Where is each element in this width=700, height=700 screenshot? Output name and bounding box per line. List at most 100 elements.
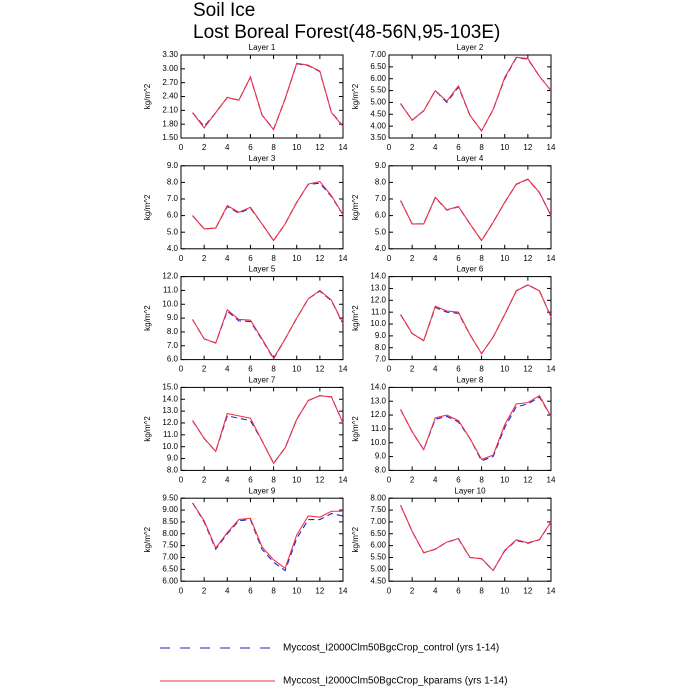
y-tick-label: 9.0 <box>167 454 179 463</box>
x-tick-label: 8 <box>479 365 484 374</box>
series-line <box>400 394 552 461</box>
y-tick-label: 8.0 <box>375 466 387 475</box>
x-tick-label: 14 <box>339 143 348 152</box>
x-tick-label: 12 <box>315 586 324 595</box>
series-line <box>192 289 344 360</box>
y-axis-label: kg/m^2 <box>351 526 360 552</box>
x-tick-label: 12 <box>523 365 532 374</box>
x-tick-label: 8 <box>271 476 276 485</box>
y-tick-label: 5.00 <box>370 98 386 107</box>
panel-title: Layer 7 <box>249 376 276 385</box>
x-tick-label: 12 <box>523 586 532 595</box>
x-tick-label: 6 <box>456 254 461 263</box>
y-tick-label: 15.0 <box>162 383 178 392</box>
y-tick-label: 6.50 <box>162 564 178 573</box>
y-tick-label: 6.0 <box>167 211 179 220</box>
x-tick-label: 0 <box>179 476 184 485</box>
x-tick-label: 8 <box>479 254 484 263</box>
legend-label: Myccost_I2000Clm50BgcCrop_control (yrs 1… <box>283 643 499 654</box>
y-tick-label: 1.80 <box>162 119 178 128</box>
x-tick-label: 12 <box>315 476 324 485</box>
y-tick-label: 2.10 <box>162 105 178 114</box>
y-tick-label: 10.0 <box>162 442 178 451</box>
series-line <box>192 62 344 131</box>
y-tick-label: 12.0 <box>370 410 386 419</box>
y-tick-label: 8.0 <box>167 327 179 336</box>
x-tick-label: 6 <box>248 365 253 374</box>
panel-title: Layer 6 <box>457 265 484 274</box>
y-tick-label: 11.0 <box>163 286 179 295</box>
y-tick-label: 9.0 <box>167 161 179 170</box>
series-line <box>192 395 344 465</box>
x-tick-label: 4 <box>433 365 438 374</box>
x-tick-label: 8 <box>271 254 276 263</box>
y-tick-label: 13.0 <box>370 284 386 293</box>
series-line <box>192 180 344 242</box>
y-tick-label: 4.50 <box>370 109 386 118</box>
plot-frame <box>180 276 344 361</box>
x-tick-label: 8 <box>479 586 484 595</box>
y-tick-label: 7.50 <box>370 505 386 514</box>
y-tick-label: 14.0 <box>162 394 178 403</box>
y-tick-label: 11.0 <box>163 430 179 439</box>
series-line <box>400 396 552 462</box>
panel-title: Layer 8 <box>457 376 484 385</box>
y-tick-label: 4.00 <box>370 121 386 130</box>
x-tick-label: 8 <box>479 476 484 485</box>
x-tick-label: 2 <box>410 254 415 263</box>
x-tick-label: 4 <box>225 365 230 374</box>
x-tick-label: 6 <box>248 143 253 152</box>
y-tick-label: 4.50 <box>370 576 386 585</box>
x-tick-label: 14 <box>339 365 348 374</box>
y-tick-label: 6.0 <box>167 355 179 364</box>
plot-frame <box>388 497 552 582</box>
panel-title: Layer 1 <box>249 43 276 52</box>
chart-title: Soil Ice <box>193 0 255 21</box>
plot-frame <box>180 386 344 471</box>
y-tick-label: 14.0 <box>370 272 386 281</box>
panel-title: Layer 9 <box>249 486 276 495</box>
plot-frame <box>180 165 344 250</box>
x-tick-label: 14 <box>547 143 556 152</box>
y-tick-label: 7.00 <box>370 517 386 526</box>
x-tick-label: 10 <box>500 586 509 595</box>
x-tick-label: 2 <box>410 143 415 152</box>
y-tick-label: 11.0 <box>371 424 387 433</box>
x-tick-label: 6 <box>456 143 461 152</box>
x-tick-label: 4 <box>225 254 230 263</box>
legend-label: Myccost_I2000Clm50BgcCrop_kparams (yrs 1… <box>283 676 508 687</box>
x-tick-label: 6 <box>248 586 253 595</box>
y-tick-label: 5.50 <box>370 553 386 562</box>
x-tick-label: 14 <box>339 254 348 263</box>
x-tick-label: 10 <box>292 476 301 485</box>
series-line <box>400 178 552 242</box>
y-tick-label: 12.0 <box>162 418 178 427</box>
y-axis-label: kg/m^2 <box>351 416 360 442</box>
y-axis-label: kg/m^2 <box>143 305 152 331</box>
x-tick-label: 2 <box>202 365 207 374</box>
x-tick-label: 8 <box>271 586 276 595</box>
y-tick-label: 7.50 <box>162 541 178 550</box>
y-tick-label: 9.0 <box>167 313 179 322</box>
x-tick-label: 0 <box>179 586 184 595</box>
x-tick-label: 8 <box>479 143 484 152</box>
y-tick-label: 13.0 <box>370 396 386 405</box>
y-tick-label: 4.0 <box>167 244 179 253</box>
x-tick-label: 4 <box>433 143 438 152</box>
y-tick-label: 5.0 <box>167 227 179 236</box>
x-tick-label: 2 <box>410 476 415 485</box>
panel-title: Layer 5 <box>249 265 276 274</box>
y-tick-label: 7.0 <box>167 194 179 203</box>
y-tick-label: 3.00 <box>162 64 178 73</box>
plot-frame <box>388 165 552 250</box>
y-tick-label: 8.0 <box>167 178 179 187</box>
x-tick-label: 6 <box>456 586 461 595</box>
x-tick-label: 12 <box>315 365 324 374</box>
x-tick-label: 4 <box>433 476 438 485</box>
x-tick-label: 10 <box>292 254 301 263</box>
series-line <box>192 502 344 572</box>
x-tick-label: 14 <box>339 476 348 485</box>
x-tick-label: 6 <box>456 365 461 374</box>
chart-subtitle: Lost Boreal Forest(48-56N,95-103E) <box>193 22 500 43</box>
